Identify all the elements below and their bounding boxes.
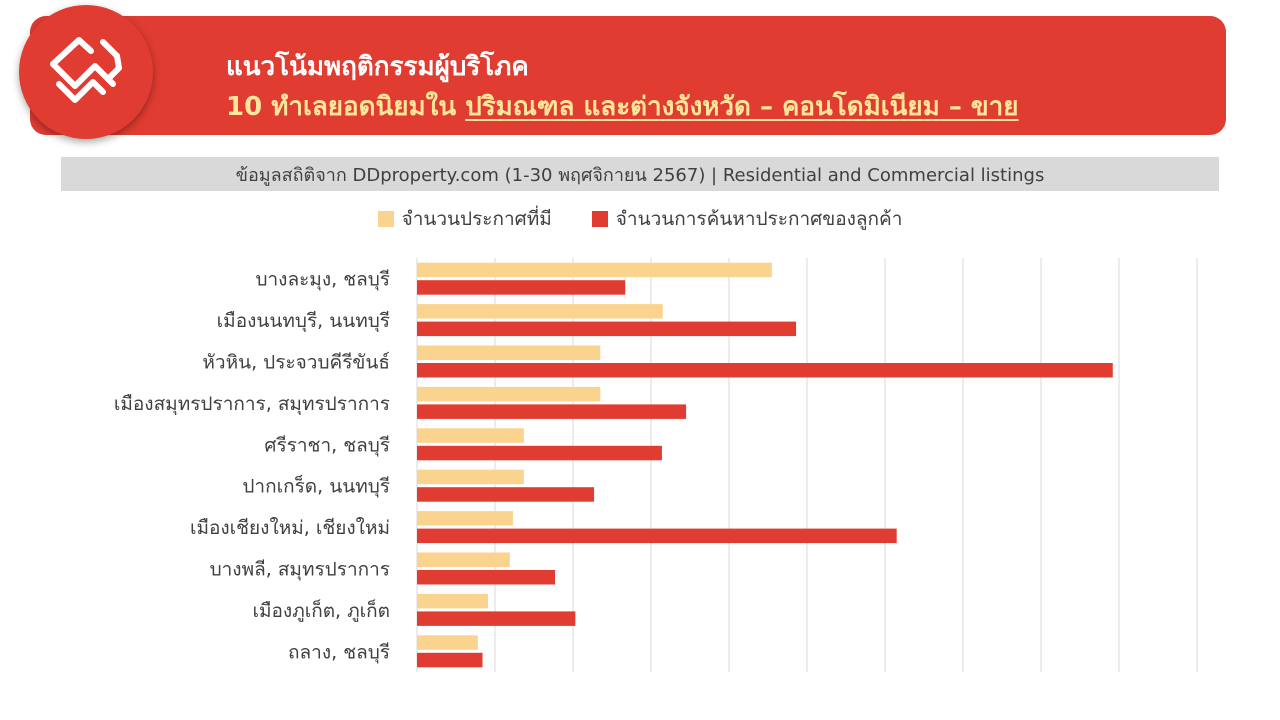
subtitle-prefix: 10 ทำเลยอดนิยมใน [226,92,466,122]
bar-searches [417,363,1113,378]
category-label: เมืองเชียงใหม่, เชียงใหม่ [190,517,390,539]
bar-listings [417,469,524,485]
legend-swatch-searches [591,211,608,227]
category-label: หัวหิน, ประจวบคีรีขันธ์ [202,352,390,374]
page-title: แนวโน้มพฤติกรรมผู้บริโภค [226,52,529,82]
bar-searches [417,404,687,419]
source-note: ข้อมูลสถิติจาก DDproperty.com (1-30 พฤศจ… [61,157,1219,191]
legend-swatch-listings [377,211,394,227]
bar-listings [417,511,513,526]
legend-label-listings: จำนวนประกาศที่มี [401,208,552,230]
bar-searches [417,570,556,585]
legend-item-listings: จำนวนประกาศที่มี [377,204,552,234]
bar-searches [417,280,626,295]
legend-label-searches: จำนวนการค้นหาประกาศของลูกค้า [615,208,903,230]
bar-searches [417,652,483,668]
bar-listings [417,345,601,360]
bar-searches [417,445,662,461]
bar-searches [417,611,576,626]
category-label: ศรีราชา, ชลบุรี [264,434,390,457]
bar-searches [417,321,797,337]
bar-searches [417,487,595,502]
legend-item-searches: จำนวนการค้นหาประกาศของลูกค้า [591,204,903,234]
bar-listings [417,635,478,650]
category-label: บางพลี, สมุทรปราการ [210,559,390,582]
chart-legend: จำนวนประกาศที่มี จำนวนการค้นหาประกาศของล… [0,204,1280,234]
category-label: ถลาง, ชลบุรี [288,641,390,664]
logo [19,5,153,139]
house-logo-icon [50,37,122,103]
bar-searches [417,528,897,544]
header-banner: แนวโน้มพฤติกรรมผู้บริโภค 10 ทำเลยอดนิยมใ… [30,16,1226,135]
category-label: เมืองสมุทรปราการ, สมุทรปราการ [114,393,390,416]
bar-listings [417,552,510,567]
page-subtitle: 10 ทำเลยอดนิยมใน ปริมณฑล และต่างจังหวัด … [226,86,1019,127]
category-label: เมืองภูเก็ต, ภูเก็ต [252,598,390,622]
bar-listings [417,593,488,609]
bar-listings [417,262,772,278]
category-label: เมืองนนทบุรี, นนทบุรี [217,310,390,333]
bar-listings [417,428,524,443]
bar-listings [417,304,663,319]
bar-listings [417,386,601,402]
category-label: บางละมุง, ชลบุรี [255,269,390,292]
category-label: ปากเกร็ด, นนทบุรี [242,474,390,499]
subtitle-region: ปริมณฑล และต่างจังหวัด – คอนโดมิเนียม – … [465,92,1019,122]
